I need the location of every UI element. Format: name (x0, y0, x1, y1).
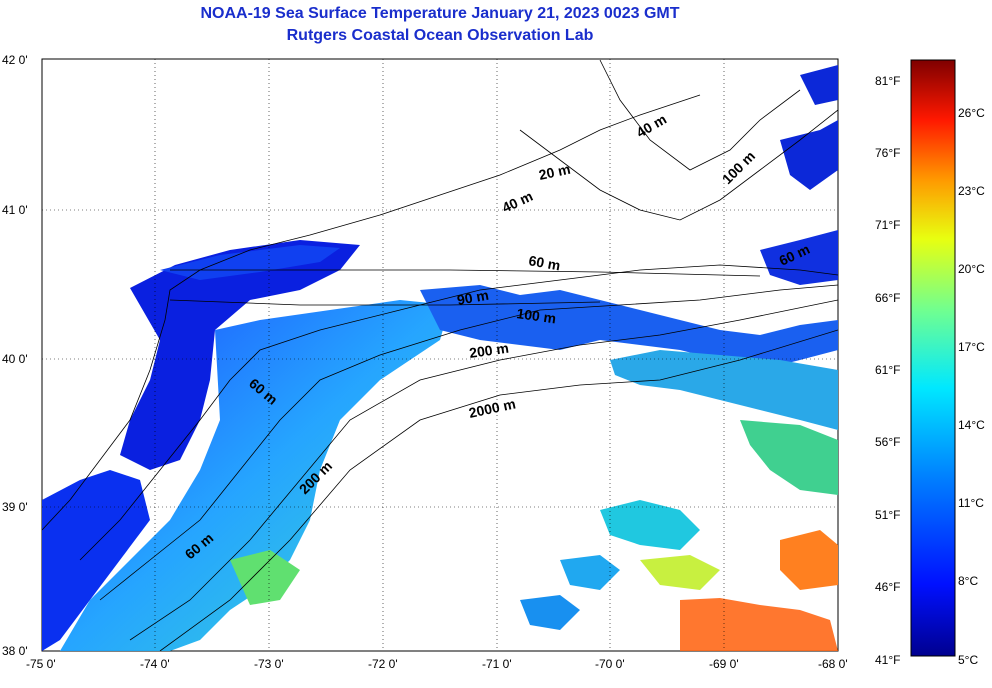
colorbar-label-f: 41°F (875, 653, 901, 667)
colorbar-label-f: 61°F (875, 363, 901, 377)
x-tick-label: -72 0' (368, 657, 398, 671)
colorbar-label-c: 11°C (958, 496, 984, 510)
contour-label: 20 m (537, 161, 572, 183)
colorbar-label-c: 5°C (958, 653, 979, 667)
contour-label: 200 m (468, 340, 510, 361)
colorbar-label-c: 23°C (958, 184, 985, 198)
sst-layer (42, 65, 838, 651)
colorbar-label-f: 66°F (875, 291, 901, 305)
colorbar-label-f: 56°F (875, 435, 901, 449)
colorbar-label-c: 20°C (958, 262, 985, 276)
colorbar-label-f: 76°F (875, 146, 901, 160)
map-title: NOAA-19 Sea Surface Temperature January … (200, 5, 680, 22)
x-tick-label: -70 0' (595, 657, 625, 671)
y-tick-label: 42 0' (2, 53, 28, 67)
colorbar-label-f: 51°F (875, 508, 901, 522)
graticule (42, 59, 838, 651)
x-axis: -75 0' -74 0' -73 0' -72 0' -71 0' -70 0… (26, 657, 848, 671)
contour-label: 60 m (527, 252, 561, 273)
y-tick-label: 41 0' (2, 203, 28, 217)
colorbar-label-f: 71°F (875, 218, 901, 232)
y-tick-label: 39 0' (2, 500, 28, 514)
colorbar-label-c: 17°C (958, 340, 985, 354)
y-tick-label: 40 0' (2, 352, 28, 366)
coastline-contours (42, 59, 838, 651)
colorbar-label-c: 14°C (958, 418, 985, 432)
contour-label: 100 m (516, 305, 558, 326)
colorbar (910, 59, 956, 657)
colorbar-label-c: 8°C (958, 574, 979, 588)
x-tick-label: -75 0' (26, 657, 56, 671)
y-tick-label: 38 0' (2, 644, 28, 658)
colorbar-label-f: 46°F (875, 580, 901, 594)
x-tick-label: -74 0' (140, 657, 170, 671)
map-subtitle: Rutgers Coastal Ocean Observation Lab (286, 27, 594, 44)
x-tick-label: -71 0' (482, 657, 512, 671)
contour-label: 90 m (456, 287, 490, 308)
colorbar-label-f: 81°F (875, 74, 901, 88)
y-axis: 42 0' 41 0' 40 0' 39 0' 38 0' (2, 53, 28, 658)
colorbar-label-c: 26°C (958, 106, 985, 120)
x-tick-label: -68 0' (818, 657, 848, 671)
x-tick-label: -69 0' (709, 657, 739, 671)
x-tick-label: -73 0' (254, 657, 284, 671)
